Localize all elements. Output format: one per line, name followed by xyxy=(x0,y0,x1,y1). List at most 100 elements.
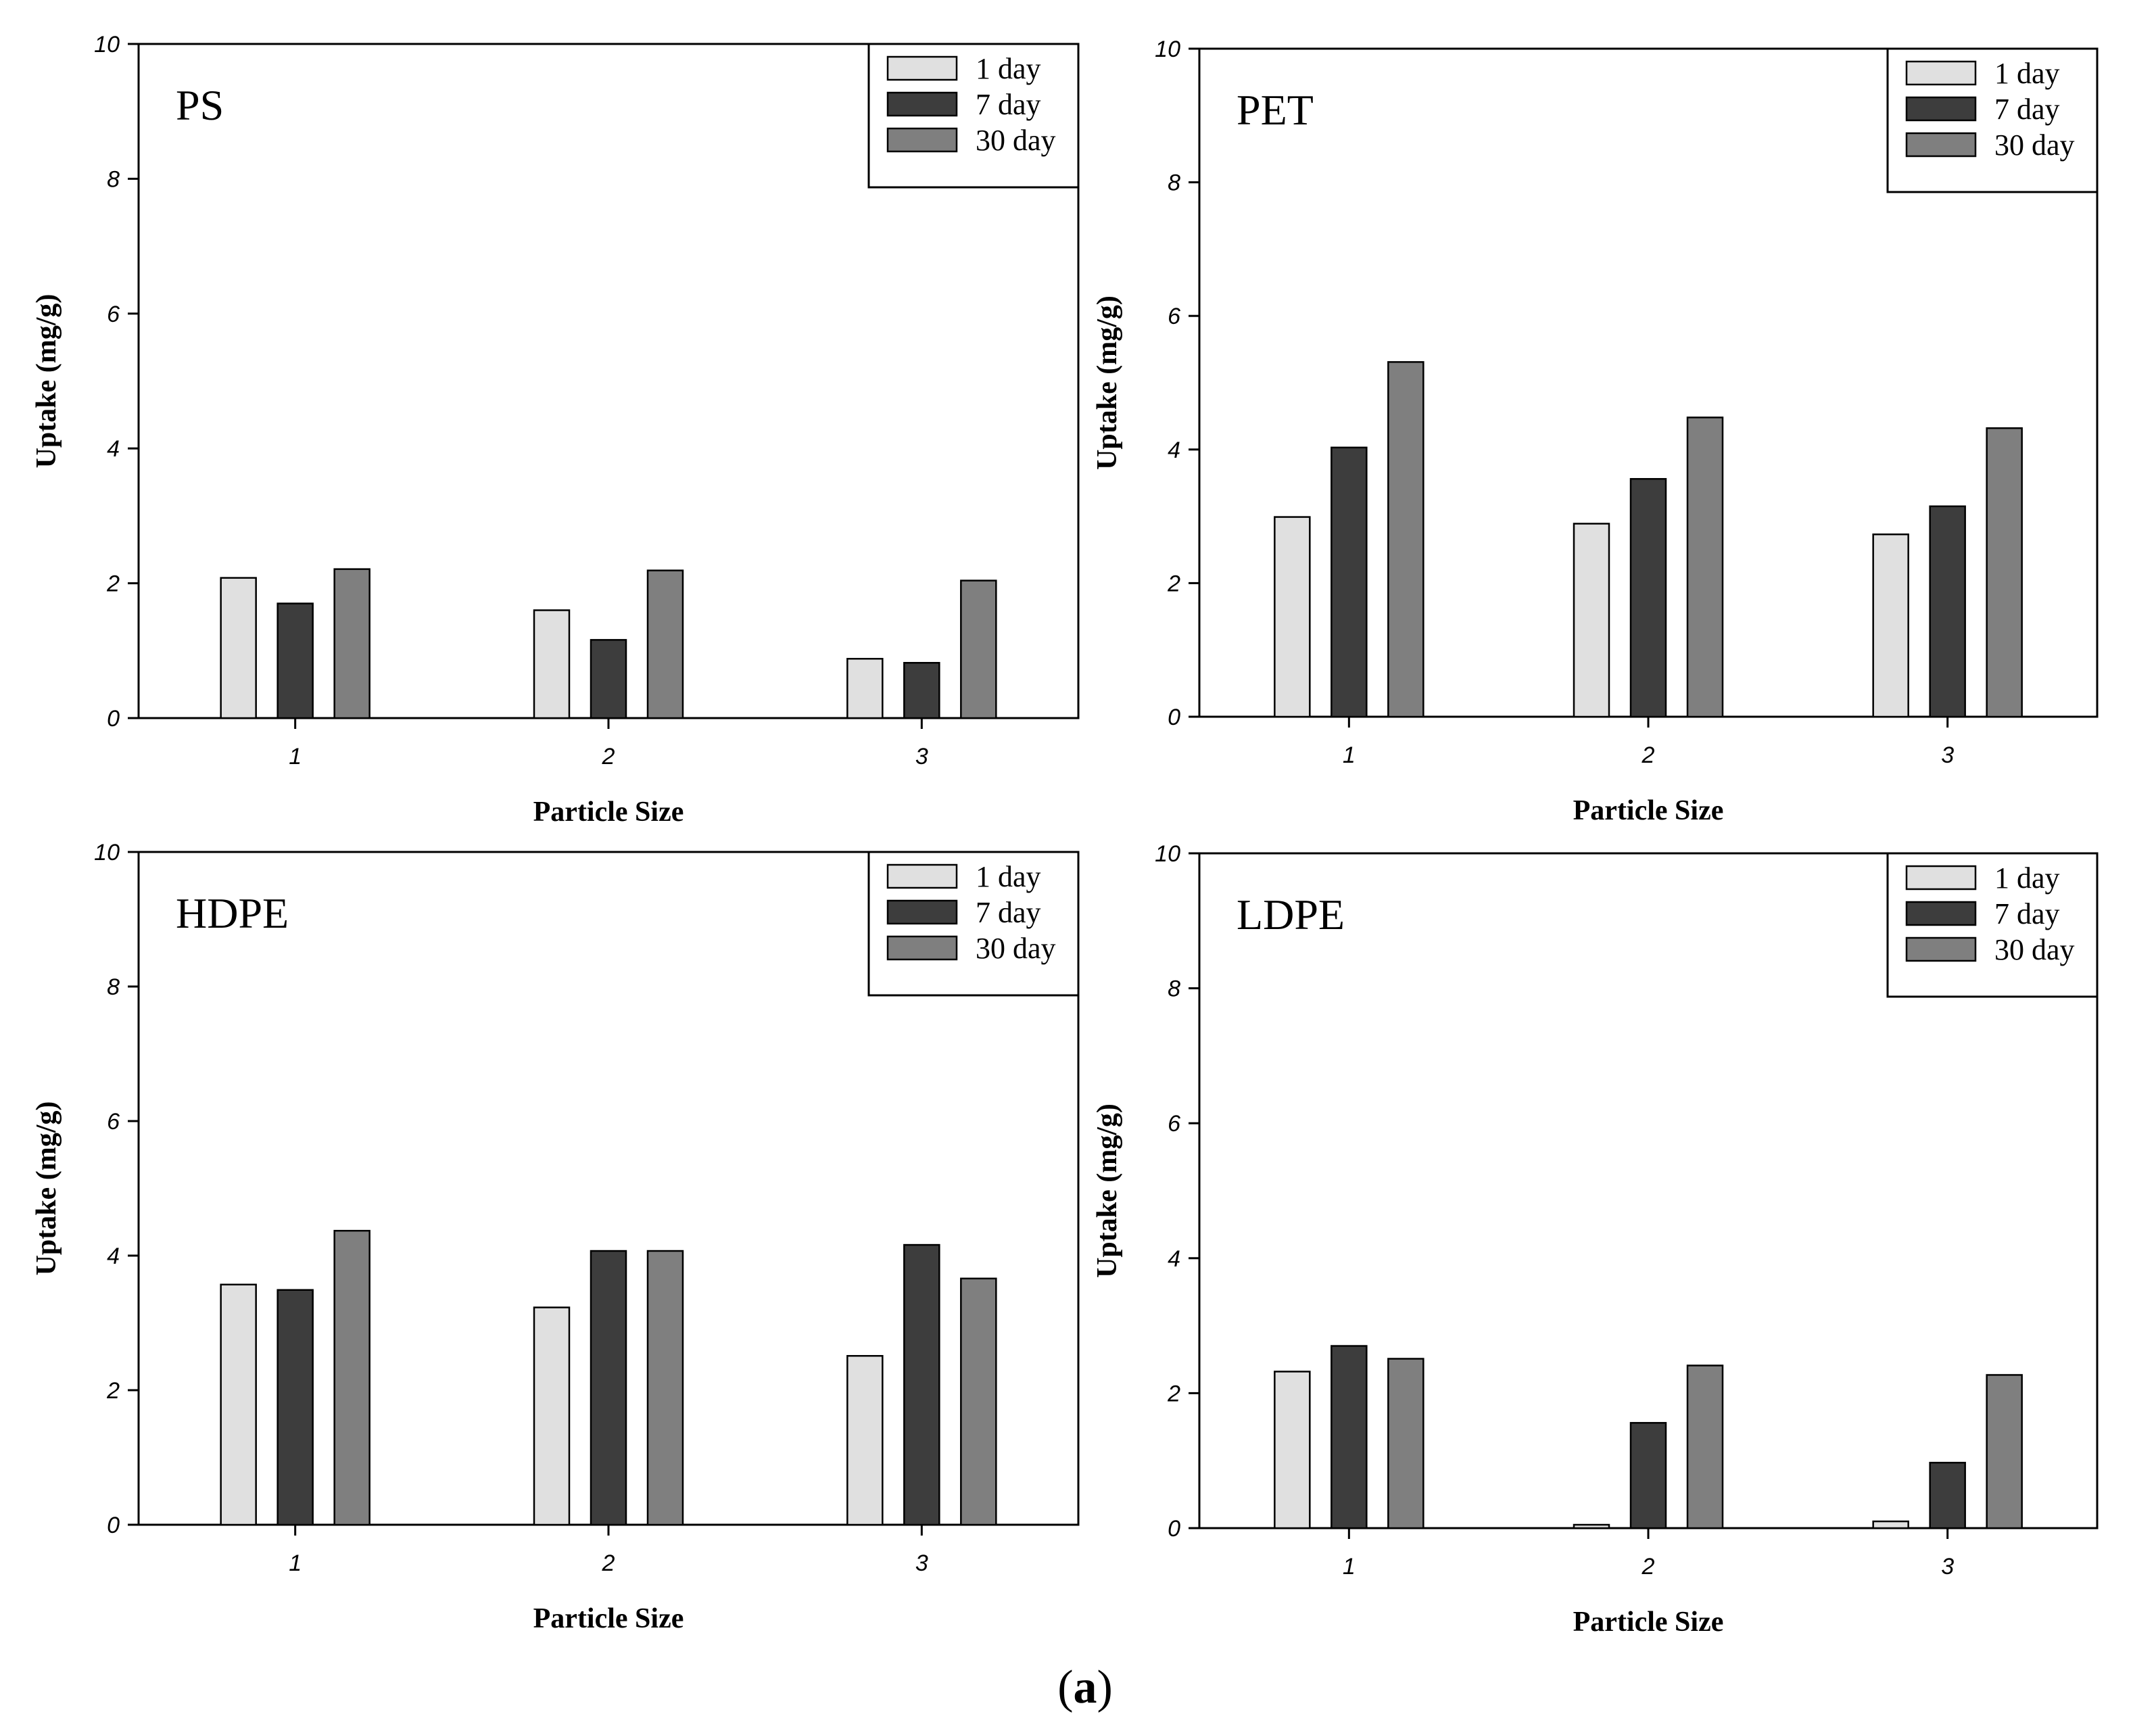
y-tick-label: 0 xyxy=(1168,705,1180,730)
panel-title: HDPE xyxy=(176,889,289,937)
bar-30-day-size-3 xyxy=(1986,1374,2023,1529)
bar-7-day-size-3 xyxy=(1929,505,1966,718)
bar-30-day-size-3 xyxy=(1986,427,2023,718)
legend-swatch xyxy=(1905,901,1977,926)
bar-30-day-size-1 xyxy=(1387,361,1424,718)
y-tick-label: 6 xyxy=(1168,304,1180,329)
bar-30-day-size-3 xyxy=(960,1277,997,1526)
x-tick-label: 2 xyxy=(602,1550,615,1576)
x-tick-label: 2 xyxy=(1642,742,1655,768)
bar-30-day-size-2 xyxy=(1686,1364,1724,1529)
panel-title: PET xyxy=(1237,86,1314,134)
y-tick-label: 10 xyxy=(94,32,120,57)
y-tick-label: 2 xyxy=(106,1378,120,1404)
legend-box xyxy=(867,43,1080,189)
bar-1-day-size-1 xyxy=(1274,1371,1311,1529)
y-tick-label: 2 xyxy=(1167,1381,1180,1406)
bar-7-day-size-2 xyxy=(1629,478,1667,718)
legend-swatch xyxy=(886,55,958,81)
x-tick-label: 2 xyxy=(602,744,615,769)
legend-label: 1 day xyxy=(976,860,1041,893)
bar-7-day-size-1 xyxy=(1331,1345,1368,1529)
panel-title: PS xyxy=(176,81,224,129)
panel-title: LDPE xyxy=(1237,891,1345,939)
bar-30-day-size-2 xyxy=(646,569,684,719)
bar-1-day-size-3 xyxy=(846,1355,884,1526)
legend-label: 30 day xyxy=(976,124,1056,157)
y-tick-label: 8 xyxy=(1168,976,1180,1002)
bar-1-day-size-3 xyxy=(1872,533,1909,718)
x-tick-label: 2 xyxy=(1642,1554,1655,1580)
legend-label: 30 day xyxy=(976,932,1056,965)
legend-swatch xyxy=(886,899,958,925)
y-tick-label: 4 xyxy=(1168,437,1180,463)
y-tick-label: 10 xyxy=(94,840,120,865)
legend-label: 7 day xyxy=(976,88,1041,121)
y-tick-label: 6 xyxy=(1168,1111,1180,1137)
y-tick-label: 0 xyxy=(1168,1516,1180,1542)
bar-7-day-size-2 xyxy=(590,1250,627,1526)
bar-7-day-size-1 xyxy=(277,1289,314,1526)
bar-30-day-size-2 xyxy=(646,1250,684,1526)
bar-30-day-size-1 xyxy=(333,1229,370,1526)
x-tick-label: 1 xyxy=(1343,1554,1356,1580)
y-tick-label: 4 xyxy=(1168,1246,1180,1272)
bar-7-day-size-2 xyxy=(590,639,627,719)
legend-label: 30 day xyxy=(1994,933,2075,966)
legend-label: 1 day xyxy=(1994,861,2060,895)
figure-caption: (a) xyxy=(1057,1661,1113,1713)
y-axis-title: Uptake (mg/g) xyxy=(31,294,62,469)
bar-30-day-size-3 xyxy=(960,579,997,719)
legend-swatch xyxy=(886,863,958,889)
legend-swatch xyxy=(886,91,958,117)
legend-swatch xyxy=(886,935,958,961)
legend-swatch xyxy=(1905,96,1977,122)
y-tick-label: 4 xyxy=(107,436,120,462)
bar-30-day-size-1 xyxy=(333,568,370,719)
x-axis-title: Particle Size xyxy=(533,1603,684,1634)
y-axis-title: Uptake (mg/g) xyxy=(1092,295,1123,470)
x-tick-label: 1 xyxy=(1343,742,1356,768)
legend-label: 1 day xyxy=(1994,57,2060,90)
y-tick-label: 2 xyxy=(1167,571,1180,596)
y-tick-label: 0 xyxy=(107,1513,120,1538)
bar-1-day-size-1 xyxy=(220,1283,257,1526)
legend-label: 30 day xyxy=(1994,128,2075,162)
legend-label: 7 day xyxy=(1994,93,2060,126)
legend-swatch xyxy=(1905,865,1977,891)
bar-7-day-size-3 xyxy=(1929,1461,1966,1529)
bar-7-day-size-1 xyxy=(1331,446,1368,718)
bar-1-day-size-2 xyxy=(1573,523,1610,718)
legend-label: 1 day xyxy=(976,52,1041,85)
x-tick-label: 3 xyxy=(915,744,928,769)
y-axis-title: Uptake (mg/g) xyxy=(1092,1103,1123,1278)
x-axis-title: Particle Size xyxy=(533,797,684,828)
y-tick-label: 8 xyxy=(107,974,120,1000)
y-tick-label: 2 xyxy=(106,571,120,597)
bar-1-day-size-1 xyxy=(220,577,257,719)
y-tick-label: 8 xyxy=(107,166,120,192)
bar-7-day-size-3 xyxy=(903,1243,940,1526)
bar-1-day-size-3 xyxy=(846,658,884,719)
y-tick-label: 6 xyxy=(107,302,120,327)
bar-7-day-size-1 xyxy=(277,602,314,719)
legend-swatch xyxy=(1905,936,1977,962)
y-axis-title: Uptake (mg/g) xyxy=(31,1101,62,1276)
x-axis-title: Particle Size xyxy=(1573,1607,1724,1638)
x-tick-label: 1 xyxy=(289,1550,302,1576)
y-tick-label: 10 xyxy=(1155,841,1180,867)
x-tick-label: 3 xyxy=(1941,742,1954,768)
legend-swatch xyxy=(1905,60,1977,86)
x-tick-label: 3 xyxy=(915,1550,928,1576)
bar-7-day-size-2 xyxy=(1629,1422,1667,1529)
bar-30-day-size-2 xyxy=(1686,417,1724,718)
x-axis-title: Particle Size xyxy=(1573,795,1724,826)
bar-30-day-size-1 xyxy=(1387,1358,1424,1529)
legend-label: 7 day xyxy=(1994,897,2060,930)
